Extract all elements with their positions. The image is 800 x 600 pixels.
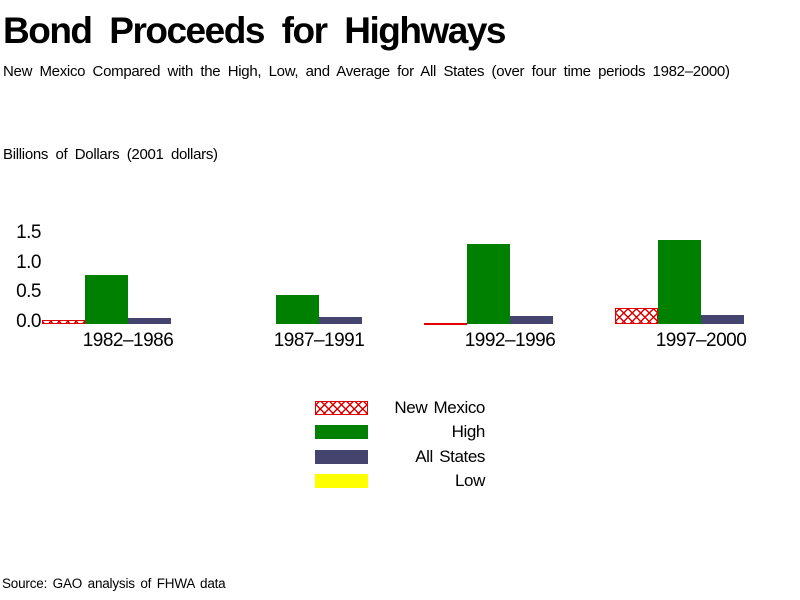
legend-swatch-all-states [315, 449, 368, 464]
legend-label: All States [415, 446, 485, 466]
x-category-label: 1982–1986 [82, 330, 174, 351]
legend-row: New Mexico [315, 398, 485, 418]
bar-new-mexico [615, 307, 658, 324]
chart-subtitle: New Mexico Compared with the High, Low, … [3, 63, 730, 80]
bar-high [658, 240, 701, 324]
x-category-label: 1997–2000 [655, 330, 747, 351]
bar-all-states [701, 314, 744, 324]
legend-swatch-low [315, 473, 368, 488]
legend-row: High [315, 422, 485, 442]
y-tick-label: 0.5 [16, 281, 41, 303]
bar-all-states [319, 317, 362, 324]
source-note: Source: GAO analysis of FHWA data [2, 576, 226, 591]
bar-all-states [510, 316, 553, 324]
legend-swatch-new-mexico [315, 401, 368, 415]
legend-label: New Mexico [394, 398, 485, 417]
legend-label: Low [455, 470, 485, 490]
y-tick-label: 0.0 [16, 311, 41, 332]
bar-high [276, 294, 319, 324]
chart-title: Bond Proceeds for Highways [3, 10, 507, 51]
bar-high [85, 275, 128, 324]
legend-row: Low [315, 471, 485, 491]
x-category-label: 1992–1996 [464, 330, 556, 351]
bar-high [467, 243, 510, 324]
legend-swatch-high [315, 425, 368, 440]
y-tick-label: 1.0 [16, 251, 41, 273]
y-tick-label: 1.5 [16, 222, 41, 244]
bar-all-states [128, 318, 171, 324]
x-category-label: 1987–1991 [273, 330, 365, 351]
legend-label: High [451, 422, 486, 442]
bar-new-mexico [42, 319, 85, 324]
legend-row: All States [315, 447, 485, 467]
bar-new-mexico [424, 322, 467, 325]
y-axis-label: Billions of Dollars (2001 dollars) [3, 146, 218, 163]
